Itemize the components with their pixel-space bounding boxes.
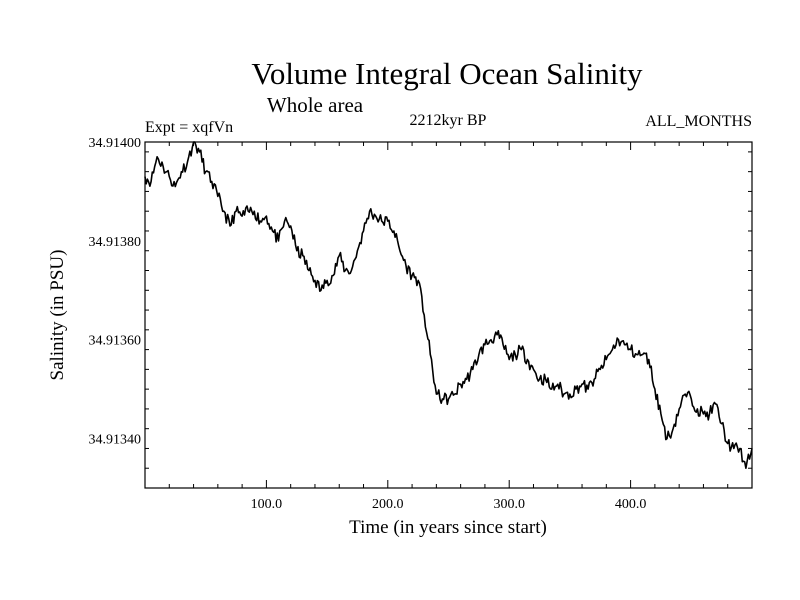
y-tick-label: 34.91340 — [89, 433, 142, 448]
salinity-line — [144, 141, 753, 469]
x-tick-label: 400.0 — [615, 497, 647, 512]
chart-title: Volume Integral Ocean Salinity — [251, 56, 643, 91]
y-tick-label: 34.91360 — [89, 334, 142, 349]
x-axis-title: Time (in years since start) — [349, 517, 547, 538]
y-axis-title: Salinity (in PSU) — [47, 250, 68, 381]
months-label: ALL_MONTHS — [645, 113, 752, 130]
period-label: 2212kyr BP — [410, 112, 487, 129]
experiment-label: Expt = xqfVn — [145, 119, 233, 136]
y-tick-label: 34.91380 — [89, 235, 142, 250]
x-tick-label: 100.0 — [251, 497, 283, 512]
plot-frame — [144, 141, 753, 489]
x-tick-label: 300.0 — [493, 497, 525, 512]
x-tick-label: 200.0 — [372, 497, 404, 512]
y-tick-label: 34.91400 — [89, 136, 142, 151]
chart-subtitle: Whole area — [267, 93, 364, 117]
